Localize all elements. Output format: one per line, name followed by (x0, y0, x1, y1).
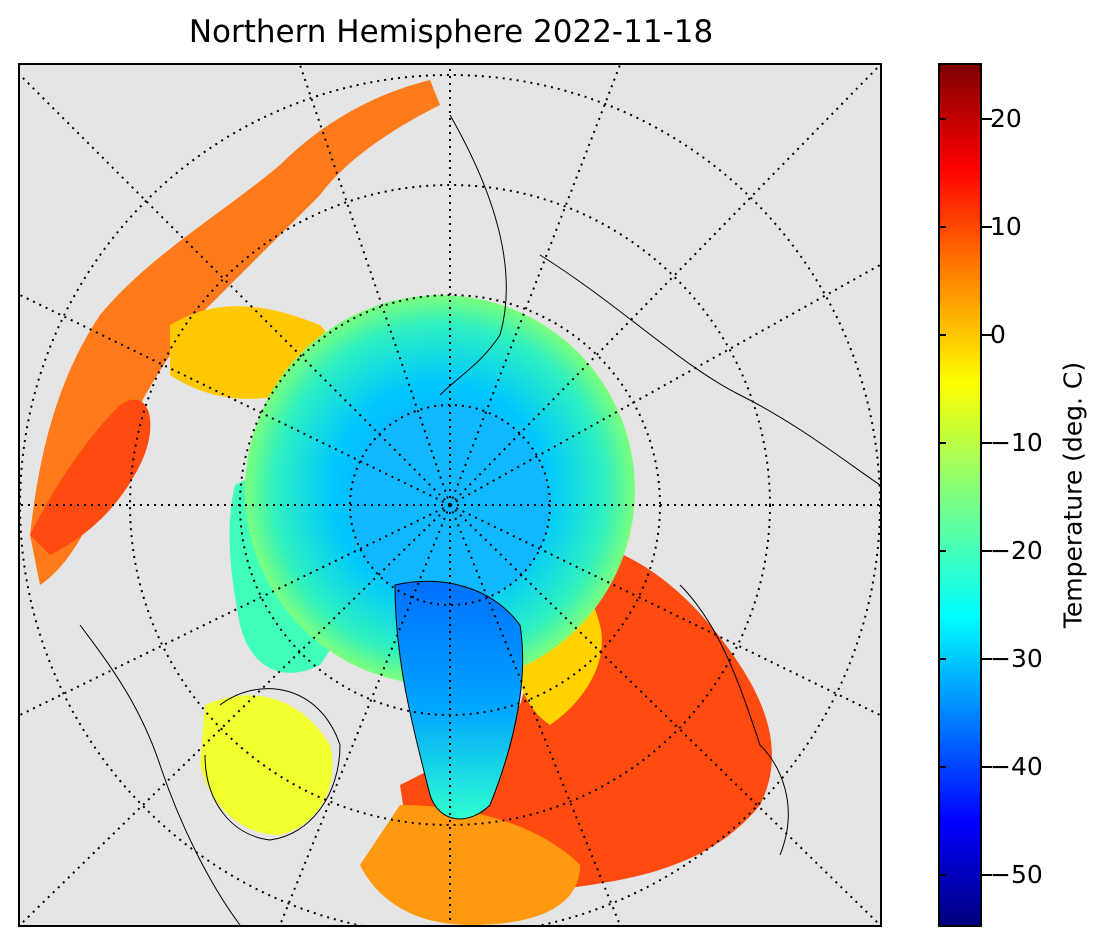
colorbar-tick (980, 550, 992, 552)
north-pacific-warm (30, 399, 151, 555)
colorbar-tick (980, 334, 992, 336)
colorbar-tick-inner (938, 766, 946, 768)
colorbar-tick-inner (938, 226, 946, 228)
colorbar-tick-label: −40 (990, 752, 1043, 781)
colorbar-tick-inner (938, 334, 946, 336)
colorbar (938, 63, 982, 927)
greenland-field (395, 581, 523, 819)
colorbar-tick-inner (938, 442, 946, 444)
map-title: Northern Hemisphere 2022-11-18 (188, 14, 714, 50)
graticule (20, 65, 880, 925)
colorbar-tick-inner (938, 118, 946, 120)
colorbar-tick-inner (938, 658, 946, 660)
colorbar-tick (980, 766, 992, 768)
colorbar-tick (980, 226, 992, 228)
colorbar-tick-inner (938, 550, 946, 552)
map-panel (18, 63, 882, 927)
colorbar-tick-label: 10 (990, 212, 1022, 241)
colorbar-tick-inner (938, 874, 946, 876)
colorbar-tick (980, 658, 992, 660)
colorbar-tick (980, 874, 992, 876)
hudson-bay-field (200, 695, 333, 835)
colorbar-tick-label: 0 (990, 320, 1006, 349)
atlantic-south-field (360, 805, 580, 925)
colorbar-label: Temperature (deg. C) (1058, 361, 1088, 629)
polar-map (20, 65, 880, 925)
colorbar-tick-label: −20 (990, 536, 1043, 565)
colorbar-tick-label: −10 (990, 428, 1043, 457)
colorbar-tick-label: −50 (990, 860, 1043, 889)
colorbar-tick (980, 118, 992, 120)
colorbar-tick (980, 442, 992, 444)
colorbar-tick-label: −30 (990, 644, 1043, 673)
colorbar-tick-label: 20 (990, 104, 1022, 133)
